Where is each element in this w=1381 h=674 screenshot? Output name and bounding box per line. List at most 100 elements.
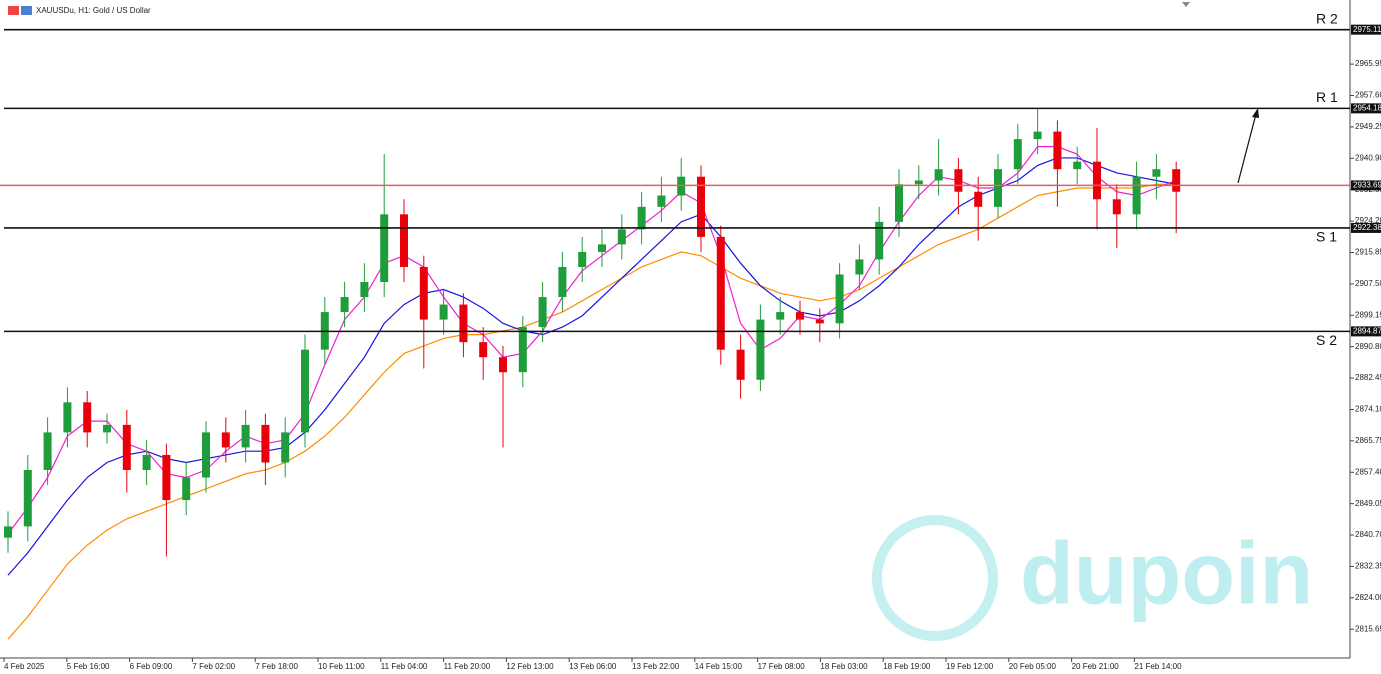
x-tick-label: 21 Feb 14:00 xyxy=(1134,662,1182,671)
x-tick-label: 17 Feb 08:00 xyxy=(758,662,806,671)
y-tick-label: 2890.80 xyxy=(1355,342,1381,351)
candle-body xyxy=(558,266,567,298)
candle-body xyxy=(578,251,587,267)
candle-body xyxy=(756,319,765,380)
candle-body xyxy=(43,432,52,470)
candle-body xyxy=(4,526,12,538)
y-tick-label: 2940.90 xyxy=(1355,153,1381,162)
candle-body xyxy=(1172,169,1181,192)
candle-body xyxy=(261,424,270,463)
candle-body xyxy=(419,266,428,320)
candle-body xyxy=(1073,161,1082,170)
y-tick-label: 2840.70 xyxy=(1355,530,1381,539)
candle-body xyxy=(954,169,963,192)
y-tick-label: 2865.75 xyxy=(1355,436,1381,445)
arrow-head xyxy=(1252,108,1259,118)
candle-body xyxy=(499,357,507,373)
symbol-icon xyxy=(8,6,19,15)
price-tag xyxy=(1351,222,1381,233)
candle-body xyxy=(855,259,864,275)
candle-body xyxy=(914,180,923,185)
price-tag xyxy=(1351,103,1381,114)
y-tick-label: 2882.45 xyxy=(1355,373,1381,382)
candle-body xyxy=(459,304,468,343)
candle-body xyxy=(697,176,705,237)
y-tick-label: 2915.85 xyxy=(1355,248,1381,257)
current-price-label: 2933.69 xyxy=(1353,181,1381,190)
level-price: 2894.87 xyxy=(1353,326,1381,335)
watermark: dupoin xyxy=(1020,523,1313,622)
y-tick-label: 2899.15 xyxy=(1355,310,1381,319)
y-tick-label: 2824.00 xyxy=(1355,593,1381,602)
y-tick-label: 2907.50 xyxy=(1355,279,1381,288)
symbol-icon xyxy=(21,6,32,15)
candle-body xyxy=(934,169,943,181)
y-tick-label: 2849.05 xyxy=(1355,499,1381,508)
level-price: 2954.18 xyxy=(1353,103,1381,112)
x-tick-label: 18 Feb 19:00 xyxy=(883,662,931,671)
candle-body xyxy=(380,214,389,282)
x-tick-label: 10 Feb 11:00 xyxy=(318,662,365,671)
candle-body xyxy=(1112,199,1121,215)
candle-body xyxy=(63,402,72,433)
candle-body xyxy=(103,424,111,433)
x-tick-label: 18 Feb 03:00 xyxy=(820,662,868,671)
candle-body xyxy=(221,432,230,448)
candle-body xyxy=(400,214,408,267)
candle-body xyxy=(479,342,488,358)
candle-body xyxy=(1013,139,1022,170)
candle-body xyxy=(538,297,547,328)
candle-body xyxy=(835,274,844,324)
candle-body xyxy=(1152,169,1161,177)
x-tick-label: 4 Feb 2025 xyxy=(4,662,45,671)
x-tick-label: 5 Feb 16:00 xyxy=(67,662,110,671)
candle-body xyxy=(895,184,903,222)
candle-body xyxy=(815,319,824,324)
arrow xyxy=(1237,113,1257,184)
x-tick-label: 7 Feb 18:00 xyxy=(255,662,298,671)
y-tick-label: 2957.60 xyxy=(1355,91,1381,100)
candle-body xyxy=(162,454,171,501)
level-price: 2975.11 xyxy=(1353,25,1381,34)
candle-body xyxy=(340,297,349,313)
price-tag xyxy=(1351,326,1381,337)
x-tick-label: 6 Feb 09:00 xyxy=(130,662,173,671)
level-price: 2922.38 xyxy=(1353,223,1381,232)
candle-body xyxy=(994,169,1002,207)
y-tick-label: 2832.35 xyxy=(1355,562,1381,571)
y-tick-label: 2924.20 xyxy=(1355,216,1381,225)
candle-body xyxy=(202,432,210,478)
candle-body xyxy=(281,432,290,463)
candle-body xyxy=(974,191,983,207)
x-tick-label: 11 Feb 04:00 xyxy=(381,662,428,671)
candle-body xyxy=(439,304,448,320)
candle-body xyxy=(1132,176,1141,215)
level-name: S 2 xyxy=(1316,332,1337,348)
x-tick-label: 19 Feb 12:00 xyxy=(946,662,994,671)
candle-body xyxy=(518,327,527,373)
candle-body xyxy=(875,221,884,260)
x-tick-label: 7 Feb 02:00 xyxy=(192,662,235,671)
y-tick-label: 2815.65 xyxy=(1355,624,1381,633)
level-name: S 1 xyxy=(1316,229,1337,245)
scroll-marker xyxy=(1182,2,1190,7)
candle-body xyxy=(1053,131,1062,170)
candle-body xyxy=(716,236,725,350)
candle-body xyxy=(360,282,369,298)
candle-body xyxy=(637,206,646,230)
y-tick-label: 2949.25 xyxy=(1355,122,1381,131)
x-tick-label: 20 Feb 21:00 xyxy=(1072,662,1120,671)
candle-body xyxy=(142,454,151,470)
x-tick-label: 12 Feb 13:00 xyxy=(506,662,554,671)
candle-body xyxy=(122,424,131,470)
level-name: R 1 xyxy=(1316,89,1338,105)
candle-body xyxy=(796,312,804,320)
candle-body xyxy=(23,470,32,527)
chart-title: XAUUSDu, H1: Gold / US Dollar xyxy=(36,6,151,15)
x-tick-label: 13 Feb 22:00 xyxy=(632,662,680,671)
candle-body xyxy=(736,349,745,380)
candle-body xyxy=(657,195,666,207)
candle-body xyxy=(1093,161,1101,200)
